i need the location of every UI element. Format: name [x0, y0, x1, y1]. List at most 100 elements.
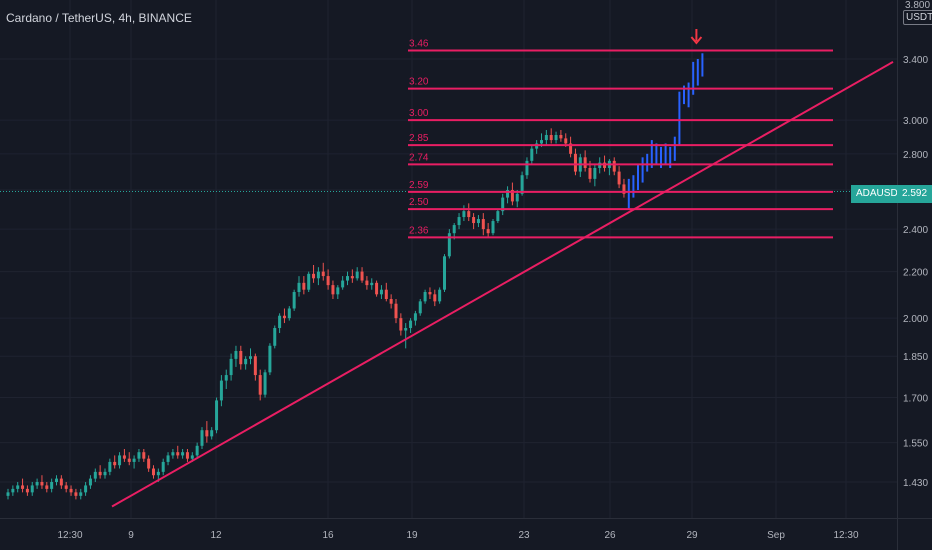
candle-body: [122, 455, 126, 459]
time-tick-label: 12: [210, 530, 222, 541]
candle-body: [176, 452, 180, 456]
candle-body: [258, 375, 262, 395]
candle-body: [365, 280, 369, 286]
candle-body: [457, 217, 461, 226]
candle-body: [229, 358, 233, 376]
candle-body: [501, 197, 505, 212]
candle-body: [525, 160, 529, 176]
currency-unit-label[interactable]: USDT: [903, 10, 932, 25]
candle-body: [413, 313, 417, 321]
level-label: 3.20: [409, 77, 429, 88]
price-tick-label: 2.800: [903, 150, 928, 161]
candle-body: [559, 135, 563, 139]
candle-body: [11, 488, 15, 493]
candle-body: [583, 157, 587, 168]
level-label: 2.74: [409, 152, 429, 163]
candle-body: [384, 289, 388, 300]
price-tick-label: 1.700: [903, 394, 928, 405]
candle-body: [108, 461, 112, 472]
candle-body: [515, 193, 519, 202]
candle-body: [593, 167, 597, 179]
price-tick-label: 1.850: [903, 352, 928, 363]
candle-body: [622, 184, 626, 194]
candle-body: [389, 299, 393, 304]
candle-body: [64, 485, 68, 489]
time-tick-label: 29: [686, 530, 698, 541]
level-label: 2.85: [409, 133, 429, 144]
candle-body: [215, 400, 219, 431]
candle-body: [249, 356, 252, 359]
candle-body: [486, 229, 490, 234]
candle-body: [166, 455, 170, 462]
candle-body: [6, 492, 10, 496]
candle-body: [210, 430, 214, 437]
candle-body: [156, 471, 160, 476]
candle-body: [268, 345, 272, 373]
time-tick-label: 26: [604, 530, 616, 541]
price-axis-top-label: 3.800: [905, 0, 931, 11]
candle-body: [520, 175, 524, 194]
candle-body: [549, 135, 553, 141]
candle-body: [263, 372, 267, 395]
candle-body: [307, 273, 311, 290]
candle-body: [25, 488, 29, 493]
candle-body: [394, 303, 398, 319]
candle-body: [438, 289, 442, 302]
candle-body: [132, 458, 136, 462]
candle-body: [481, 219, 485, 230]
candle-body: [190, 455, 194, 459]
candle-body: [316, 271, 320, 279]
candle-body: [321, 271, 325, 277]
candle-body: [544, 135, 548, 141]
candle-body: [428, 292, 432, 295]
candle-body: [326, 276, 330, 286]
candle-body: [530, 148, 534, 161]
candle-body: [462, 211, 466, 218]
price-tick-label: 1.550: [903, 439, 928, 450]
candle-body: [292, 292, 296, 309]
candle-body: [224, 375, 228, 381]
candle-body: [253, 356, 257, 376]
candle-body: [554, 135, 558, 141]
candle-body: [103, 471, 107, 476]
candle-body: [346, 276, 349, 281]
time-tick-label: 12:30: [57, 530, 82, 541]
candle-body: [195, 445, 199, 456]
level-label: 3.00: [409, 108, 429, 119]
price-tick-label: 2.200: [903, 268, 928, 279]
candle-body: [59, 478, 63, 486]
candle-body: [185, 452, 189, 459]
candle-body: [452, 225, 456, 234]
candle-body: [375, 282, 379, 295]
candle-body: [69, 488, 73, 493]
candle-body: [506, 190, 510, 198]
level-label: 3.46: [409, 38, 429, 49]
price-tick-label: 3.000: [903, 116, 928, 127]
candle-body: [16, 485, 20, 489]
level-label: 2.50: [409, 197, 429, 208]
price-tick-label: 3.400: [903, 55, 928, 66]
candle-body: [569, 143, 573, 154]
candle-body: [418, 301, 422, 314]
candle-body: [312, 273, 316, 279]
candle-body: [40, 482, 44, 486]
candle-body: [161, 461, 165, 472]
trendline: [111, 61, 894, 508]
candle-body: [234, 350, 238, 359]
down-arrow-icon: [690, 36, 703, 45]
candle-body: [181, 452, 185, 456]
candle-body: [617, 171, 621, 185]
time-tick-label: 23: [518, 530, 530, 541]
candle-body: [84, 485, 88, 493]
candle-body: [491, 221, 495, 234]
candle-body: [564, 138, 568, 144]
candle-body: [379, 289, 383, 295]
time-tick-label: 16: [322, 530, 334, 541]
candle-body: [50, 482, 54, 489]
candle-body: [510, 190, 514, 202]
candle-body: [336, 287, 340, 295]
candle-body: [74, 492, 78, 496]
candle-body: [147, 458, 151, 469]
